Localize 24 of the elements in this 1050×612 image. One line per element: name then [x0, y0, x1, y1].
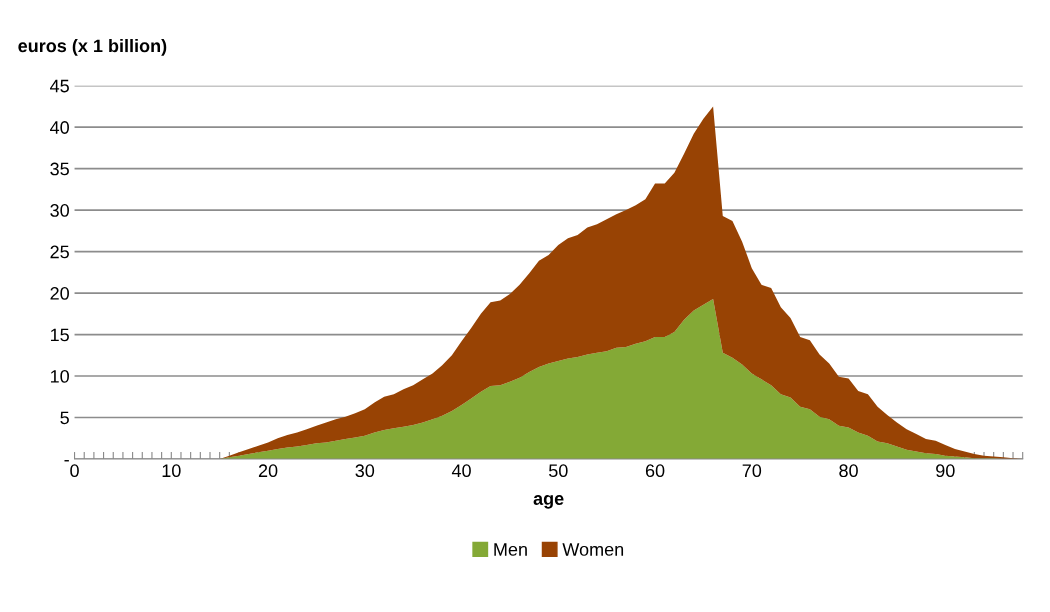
y-tick-label: 40: [50, 121, 69, 134]
x-tick-label: 80: [839, 464, 858, 478]
x-tick-label: 20: [258, 464, 278, 478]
y-axis-title: euros (x 1 billion): [18, 38, 167, 56]
y-tick-label: 20: [50, 287, 69, 300]
x-tick-label: 40: [451, 464, 471, 478]
x-tick-label: 60: [645, 464, 665, 478]
y-tick-label: 25: [50, 245, 69, 259]
x-tick-label: 30: [355, 464, 375, 478]
x-tick-label: 10: [162, 464, 181, 478]
y-tick-label: 5: [60, 411, 69, 425]
x-tick-label: 50: [548, 464, 568, 478]
y-tick-label: 35: [50, 162, 69, 176]
legend-label: Women: [562, 543, 624, 556]
legend-label: Men: [494, 543, 527, 556]
x-tick-label: 70: [742, 464, 762, 478]
x-tick-label: 90: [936, 464, 955, 478]
y-tick-label: 10: [50, 369, 69, 383]
y-tick-label: -: [64, 460, 69, 462]
x-tick-label: 0: [70, 464, 79, 478]
x-axis-title: age: [533, 495, 564, 509]
y-tick-label: 30: [50, 204, 69, 217]
y-tick-label: 45: [50, 79, 69, 93]
y-tick-label: 15: [50, 328, 69, 342]
